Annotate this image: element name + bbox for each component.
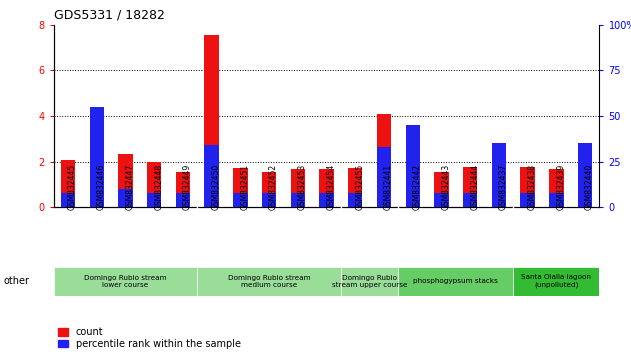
Text: GSM832441: GSM832441 <box>384 164 393 210</box>
Text: GSM832438: GSM832438 <box>528 164 536 210</box>
Bar <box>463 193 478 207</box>
Bar <box>175 172 190 207</box>
Text: GSM832448: GSM832448 <box>154 164 163 210</box>
Bar <box>147 161 162 207</box>
Bar <box>118 154 133 207</box>
Bar <box>204 35 219 207</box>
Text: GSM832451: GSM832451 <box>240 164 249 210</box>
Bar <box>406 165 420 207</box>
Bar <box>521 167 535 207</box>
Text: GSM832447: GSM832447 <box>126 164 134 210</box>
Bar <box>319 170 334 207</box>
Bar <box>578 143 593 207</box>
Text: GSM832437: GSM832437 <box>499 164 508 210</box>
Bar <box>377 114 391 207</box>
Bar <box>118 189 133 207</box>
Text: GSM832444: GSM832444 <box>470 164 479 210</box>
Bar <box>406 125 420 207</box>
Text: Santa Olalla lagoon
(unpolluted): Santa Olalla lagoon (unpolluted) <box>521 274 591 288</box>
Text: GSM832446: GSM832446 <box>97 164 106 210</box>
Bar <box>233 169 247 207</box>
Bar <box>54 267 198 296</box>
Bar <box>492 143 506 207</box>
Bar <box>262 193 276 207</box>
Text: Domingo Rubio stream
medium course: Domingo Rubio stream medium course <box>228 275 310 287</box>
Bar <box>398 267 513 296</box>
Legend: count, percentile rank within the sample: count, percentile rank within the sample <box>59 327 241 349</box>
Text: GSM832455: GSM832455 <box>355 164 364 210</box>
Bar <box>348 193 362 207</box>
Text: GSM832450: GSM832450 <box>211 164 221 210</box>
Text: GSM832439: GSM832439 <box>557 164 565 210</box>
Bar <box>434 172 449 207</box>
Bar <box>262 172 276 207</box>
Bar <box>90 107 104 207</box>
Bar <box>377 147 391 207</box>
Bar <box>578 170 593 207</box>
Text: Domingo Rubio
stream upper course: Domingo Rubio stream upper course <box>332 275 408 287</box>
Bar <box>434 193 449 207</box>
Text: GSM832452: GSM832452 <box>269 164 278 210</box>
Bar <box>463 167 478 207</box>
Text: Domingo Rubio stream
lower course: Domingo Rubio stream lower course <box>84 275 167 287</box>
Bar <box>549 170 563 207</box>
Text: GSM832445: GSM832445 <box>68 164 77 210</box>
Bar <box>90 147 104 207</box>
Bar <box>319 193 334 207</box>
Text: GSM832453: GSM832453 <box>298 164 307 210</box>
Text: other: other <box>3 276 29 286</box>
Bar <box>348 169 362 207</box>
Text: GSM832454: GSM832454 <box>327 164 336 210</box>
Bar <box>291 193 305 207</box>
Bar <box>521 193 535 207</box>
Text: GSM832442: GSM832442 <box>413 164 422 210</box>
Bar <box>233 193 247 207</box>
Text: GSM832443: GSM832443 <box>442 164 451 210</box>
Text: GSM832449: GSM832449 <box>183 164 192 210</box>
Bar <box>175 193 190 207</box>
Bar <box>61 193 75 207</box>
Bar <box>147 193 162 207</box>
Text: phosphogypsum stacks: phosphogypsum stacks <box>413 278 498 284</box>
Text: GDS5331 / 18282: GDS5331 / 18282 <box>54 9 165 22</box>
Bar <box>198 267 341 296</box>
Bar <box>341 267 398 296</box>
Bar <box>61 160 75 207</box>
Bar <box>492 172 506 207</box>
Text: GSM832440: GSM832440 <box>585 164 594 210</box>
Bar <box>549 193 563 207</box>
Bar <box>204 145 219 207</box>
Bar <box>513 267 599 296</box>
Bar <box>291 170 305 207</box>
